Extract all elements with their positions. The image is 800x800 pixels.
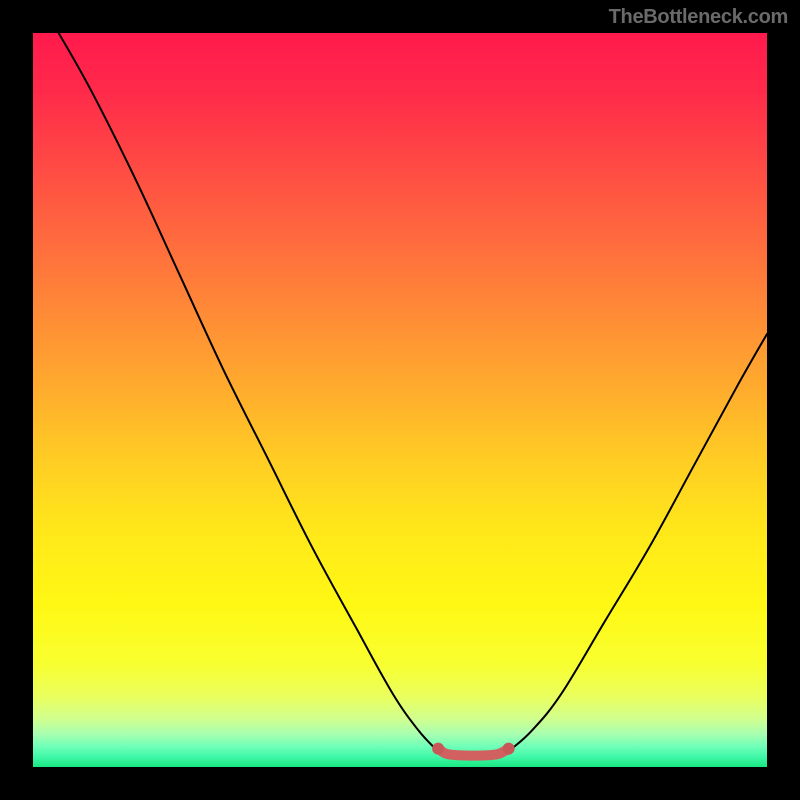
chart-container: TheBottleneck.com: [0, 0, 800, 800]
optimal-range-start-dot: [432, 743, 444, 755]
curve-overlay: [33, 33, 767, 767]
bottleneck-curve-left: [59, 33, 437, 750]
attribution-text: TheBottleneck.com: [609, 6, 788, 29]
optimal-range-highlight: [438, 749, 508, 756]
plot-area: [33, 33, 767, 767]
bottleneck-curve-right: [510, 334, 767, 750]
optimal-range-end-dot: [503, 743, 515, 755]
